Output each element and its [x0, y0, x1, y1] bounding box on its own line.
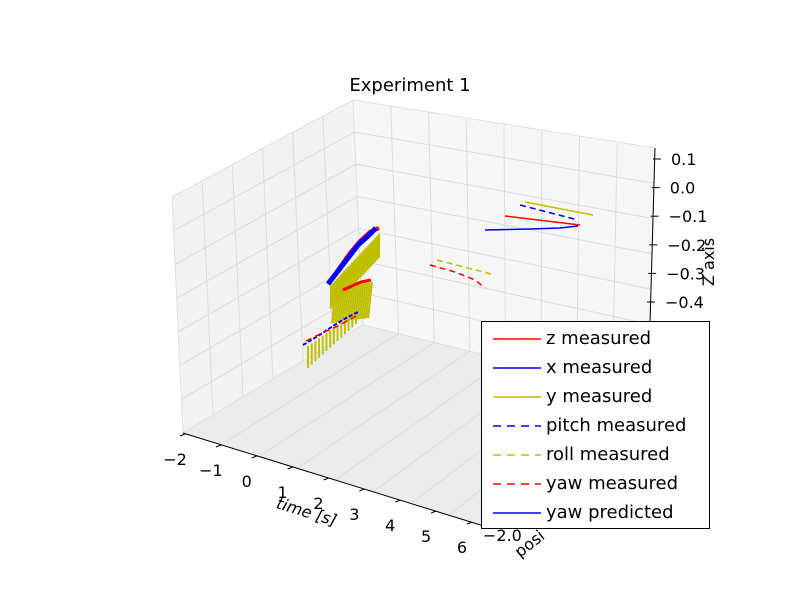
- x-tick-mark: [215, 444, 222, 448]
- legend-item-x-measured: x measured: [482, 354, 709, 383]
- x-tick-label: 0: [242, 472, 252, 491]
- back-grid-line: [354, 131, 655, 184]
- data-traces: [302, 201, 594, 368]
- y-measured-segment: [364, 282, 371, 319]
- legend-item-z-measured: z measured: [482, 325, 709, 354]
- legend-swatch: [493, 396, 541, 398]
- x-tick-mark: [323, 477, 329, 481]
- floor-grid-line: [334, 359, 506, 481]
- y-measured-segment: [333, 286, 340, 323]
- back-grid-line: [465, 117, 471, 352]
- y-measured-segment: [335, 286, 342, 323]
- legend-swatch: [493, 338, 541, 340]
- y-measured-segment: [339, 285, 346, 322]
- x-tick-mark: [466, 521, 473, 525]
- x-tick-label: 4: [385, 516, 395, 535]
- left-grid-line: [292, 132, 304, 362]
- x-tick-mark: [430, 510, 437, 514]
- legend-label: roll measured: [546, 444, 670, 465]
- x-tick-mark: [251, 455, 257, 459]
- back-grid-line: [355, 163, 654, 220]
- y-measured-segment: [343, 285, 350, 322]
- y-measured-segment: [331, 286, 337, 324]
- legend-swatch: [493, 454, 541, 456]
- back-grid-line: [503, 123, 506, 361]
- x-tick-mark: [287, 466, 293, 470]
- y-tick-label: −2.0: [483, 526, 522, 545]
- floor-grid-line: [220, 333, 399, 446]
- x-tick-mark: [359, 488, 365, 492]
- y-measured-segment: [347, 284, 354, 321]
- legend-label: pitch measured: [546, 415, 687, 436]
- x-tick-label: −1: [199, 461, 223, 480]
- x-tick-label: −2: [163, 450, 187, 469]
- back-grid-line: [357, 195, 653, 255]
- left-grid-line: [231, 164, 244, 398]
- legend-label: yaw measured: [546, 473, 679, 494]
- floor-grid-line: [258, 342, 435, 457]
- y-measured-segment: [345, 284, 352, 322]
- x-tick-mark: [395, 499, 401, 503]
- legend-item-yaw-predicted: yaw predicted: [482, 499, 709, 528]
- left-grid-line: [201, 180, 214, 416]
- z-tick-label: −0.3: [666, 264, 705, 283]
- x-measured-lower: [302, 311, 359, 346]
- y-measured-segment: [360, 282, 367, 319]
- legend-label: x measured: [546, 357, 653, 378]
- z-tick-label: −0.4: [665, 293, 704, 312]
- roll-measured-right: [524, 201, 594, 216]
- back-grid-line: [390, 105, 400, 334]
- left-grid-line: [262, 148, 274, 380]
- legend-swatch: [493, 483, 541, 485]
- back-grid-line: [428, 111, 435, 343]
- z-tick-label: −0.1: [669, 207, 708, 226]
- y-measured-segment: [352, 283, 359, 321]
- x-measured-line: [326, 226, 378, 286]
- y-measured-segment: [362, 282, 369, 319]
- chart-title: Experiment 1: [349, 75, 470, 96]
- x-tick-label: 2: [313, 494, 323, 513]
- z-tick-label: −0.2: [667, 236, 706, 255]
- z-axis-label: Z axis: [699, 238, 718, 286]
- x-axis-line: [182, 432, 488, 528]
- y-measured-segment: [341, 285, 348, 322]
- x-axis-ticks: −2 −1 0 1 2 3 4 5 6: [163, 433, 473, 557]
- x-tick-label: 5: [421, 527, 431, 546]
- yaw-measured-mid: [429, 264, 486, 289]
- y-measured-segment: [337, 286, 344, 323]
- legend-swatch: [493, 367, 541, 369]
- legend: z measured x measured y measured pitch m…: [481, 321, 710, 529]
- x-tick-label: 6: [457, 538, 467, 557]
- z-measured-lower: [342, 278, 372, 292]
- z-measured-right: [504, 215, 581, 226]
- yaw-predicted-line: [484, 225, 579, 231]
- legend-item-y-measured: y measured: [482, 383, 709, 412]
- legend-item-pitch-measured: pitch measured: [482, 412, 709, 441]
- x-axis-label: time [s]: [274, 494, 339, 530]
- z-axis-ticks: 0.1 0.0 −0.1 −0.2 −0.3 −0.4: [647, 150, 707, 312]
- floor-grid-line: [296, 350, 471, 469]
- y-measured-segment: [356, 283, 363, 320]
- grid-lines: [173, 105, 655, 516]
- legend-item-roll-measured: roll measured: [482, 441, 709, 470]
- legend-swatch: [493, 512, 541, 514]
- y-measured-segment: [358, 283, 365, 320]
- z-tick-label: 0.0: [670, 179, 695, 198]
- x-tick-mark: [179, 433, 186, 437]
- z-tick-label: 0.1: [671, 150, 696, 169]
- back-grid-line: [360, 260, 651, 325]
- y-measured-series: [307, 234, 381, 368]
- back-grid-line: [358, 228, 652, 290]
- legend-label: y measured: [546, 386, 653, 407]
- legend-swatch: [493, 425, 541, 427]
- y-measured-segment: [367, 281, 373, 319]
- x-tick-label: 3: [349, 505, 359, 524]
- x-tick-label: 1: [278, 483, 288, 502]
- legend-label: z measured: [546, 328, 652, 349]
- legend-label: yaw predicted: [546, 502, 674, 523]
- legend-item-yaw-measured: yaw measured: [482, 470, 709, 499]
